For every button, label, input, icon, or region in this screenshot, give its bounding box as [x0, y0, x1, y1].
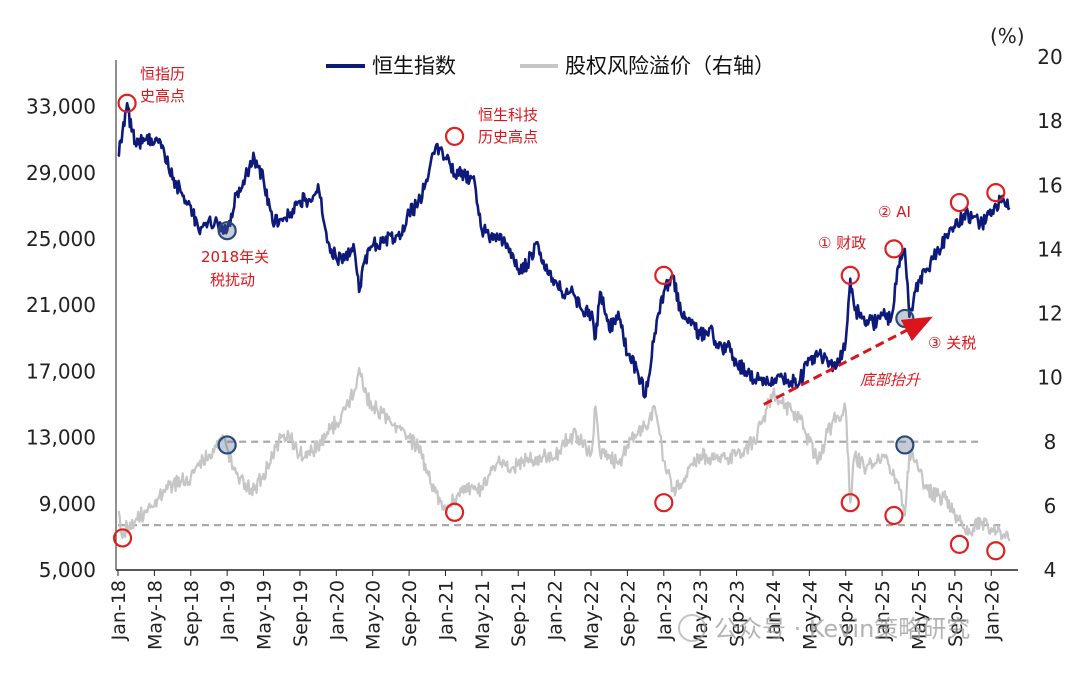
right-tick-label: 14: [1037, 237, 1062, 261]
x-tick-label: Sep-25: [945, 580, 967, 647]
annotation-tariff: ③ 关税: [928, 334, 976, 352]
x-tick-label: May-20: [363, 580, 385, 650]
left-axis-ticks: 5,000 9,000 13,000 17,000 21,000 25,000 29,000…: [26, 95, 96, 582]
left-tick-label: 17,000: [26, 359, 96, 383]
x-tick-label: May-25: [908, 580, 930, 650]
legend-label-hsi: 恒生指数: [372, 54, 456, 78]
watermark-logo-icon: [678, 614, 706, 642]
highlight-marker-navy: [895, 435, 915, 455]
x-tick-label: Sep-20: [399, 580, 421, 647]
erp-line: [117, 366, 1011, 542]
highlight-marker-red: [117, 93, 137, 113]
highlight-marker-red: [444, 126, 465, 146]
right-axis-ticks: 4 6 8 10 12 14 16 18 20: [1037, 45, 1062, 582]
x-tick-label: Jan-23: [654, 580, 676, 641]
x-tick-label: May-24: [799, 580, 821, 650]
x-tick-label: May-18: [144, 580, 166, 650]
highlight-marker-navy: [217, 435, 237, 455]
annotation-bottom-rising: 底部抬升: [860, 371, 921, 389]
annotation-ai: ② AI: [878, 203, 911, 221]
highlight-marker-red: [654, 265, 674, 285]
highlight-marker-red: [884, 239, 904, 259]
highlight-marker-red: [884, 505, 904, 526]
left-tick-label: 29,000: [26, 161, 96, 185]
highlight-marker-red: [840, 493, 860, 513]
highlight-marker-red: [949, 534, 970, 554]
x-tick-label: Sep-21: [508, 580, 530, 647]
left-tick-label: 9,000: [39, 492, 96, 516]
highlight-marker-red: [654, 493, 674, 513]
x-tick-label: Sep-24: [836, 580, 858, 647]
x-tick-label: Sep-19: [290, 580, 312, 647]
x-tick-label: Jan-20: [326, 580, 348, 641]
highlight-marker-red: [840, 265, 860, 285]
x-tick-label: Jan-22: [545, 580, 567, 641]
trend-arrow: [763, 316, 933, 406]
x-tick-label: Sep-22: [617, 580, 639, 647]
legend: 恒生指数 股权风险溢价（右轴）: [326, 54, 775, 78]
right-tick-label: 4: [1044, 558, 1057, 582]
right-tick-label: 18: [1037, 109, 1062, 133]
watermark-text: 公众号 · Kevin策略研究: [714, 615, 970, 643]
annotation-hsi-high-line2: 史高点: [140, 87, 185, 105]
x-tick-label: Jan-19: [217, 580, 239, 641]
x-tick-label: Sep-18: [181, 580, 203, 647]
highlight-marker-red: [112, 528, 133, 548]
highlight-marker-navy: [217, 221, 237, 241]
series-layer: [117, 101, 1011, 542]
x-tick-label: May-23: [690, 580, 712, 650]
annotation-hsi-high: 恒指历: [140, 65, 185, 83]
highlight-marker-navy: [895, 308, 915, 329]
highlight-marker-red: [949, 192, 970, 213]
x-tick-label: May-21: [472, 580, 494, 650]
x-tick-label: Jan-25: [872, 580, 894, 641]
x-tick-label: Jan-18: [108, 580, 130, 641]
highlight-marker-red: [986, 541, 1006, 561]
x-tick-label: Jan-26: [981, 580, 1003, 641]
annotation-tariff-2018: 2018年关: [201, 248, 269, 266]
left-tick-label: 5,000: [39, 558, 96, 582]
annotation-tariff-2018-line2: 税扰动: [210, 271, 255, 289]
hsi-line: [117, 101, 1011, 399]
x-tick-label: Sep-23: [727, 580, 749, 647]
watermark: 公众号 · Kevin策略研究: [678, 614, 970, 643]
left-tick-label: 13,000: [26, 426, 96, 450]
annotation-hstech-high: 恒生科技: [478, 106, 538, 124]
right-tick-label: 10: [1037, 366, 1062, 390]
left-tick-label: 33,000: [26, 95, 96, 119]
annotation-hstech-high-line2: 历史高点: [478, 128, 538, 146]
x-tick-label: May-22: [581, 580, 603, 650]
x-tick-label: Jan-21: [435, 580, 457, 641]
right-tick-label: 6: [1044, 494, 1057, 518]
left-tick-label: 25,000: [26, 227, 96, 251]
x-tick-label: May-19: [254, 580, 276, 650]
left-tick-label: 21,000: [26, 293, 96, 317]
right-tick-label: 20: [1037, 45, 1062, 69]
reference-lines: [118, 440, 1001, 527]
right-axis-unit: (%): [990, 24, 1025, 48]
annotations: 恒指历 史高点 恒生科技 历史高点 2018年关 税扰动 ① 财政 ② AI ③…: [140, 65, 976, 389]
x-tick-label: Jan-24: [763, 580, 785, 641]
right-tick-label: 12: [1037, 302, 1062, 326]
x-axis-ticks: Jan-18 May-18 Sep-18 Jan-19 May-19 Sep-19 Jan-…: [108, 570, 1003, 650]
annotation-fiscal: ① 财政: [818, 234, 866, 252]
right-tick-label: 16: [1037, 173, 1062, 197]
highlight-marker-red: [986, 183, 1006, 203]
right-tick-label: 8: [1044, 430, 1057, 454]
highlight-marker-red: [444, 502, 465, 522]
legend-label-erp: 股权风险溢价（右轴）: [565, 54, 775, 78]
